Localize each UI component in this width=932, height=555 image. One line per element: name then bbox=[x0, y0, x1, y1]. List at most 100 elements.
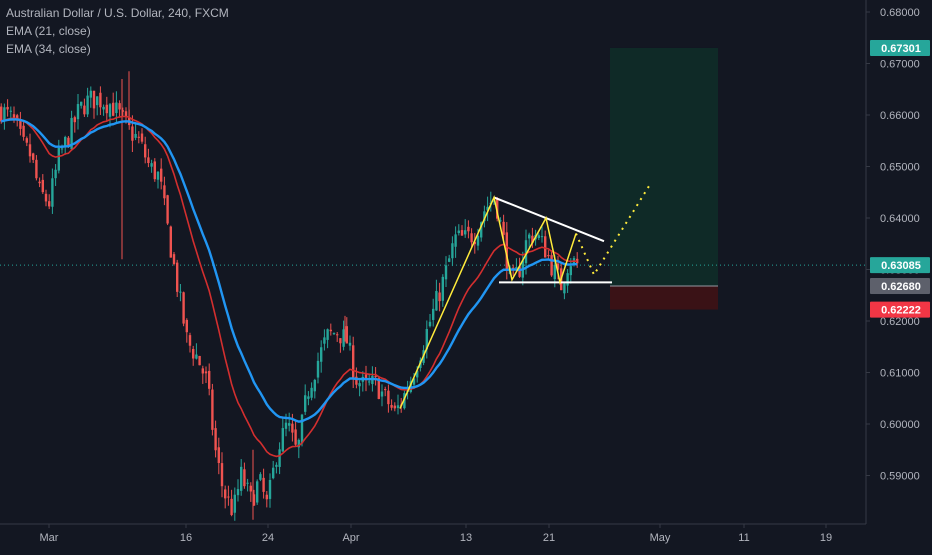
candle-body bbox=[556, 263, 560, 270]
candle-body bbox=[169, 226, 172, 258]
candle-body bbox=[291, 423, 294, 433]
candle-body bbox=[240, 466, 243, 491]
candle-body bbox=[166, 195, 169, 224]
candle-body bbox=[201, 368, 204, 374]
candle-body bbox=[268, 479, 272, 499]
candle-body bbox=[262, 477, 265, 492]
candle-body bbox=[83, 105, 86, 115]
candle-body bbox=[531, 235, 534, 244]
candle-body bbox=[54, 169, 57, 179]
candle-body bbox=[115, 102, 118, 114]
candle-body bbox=[416, 370, 419, 378]
candle-body bbox=[284, 422, 288, 429]
chart-legend: Australian Dollar / U.S. Dollar, 240, FX… bbox=[6, 4, 229, 58]
candle-body bbox=[505, 232, 508, 271]
y-tick-label: 0.65000 bbox=[880, 162, 920, 174]
candle-body bbox=[480, 222, 483, 238]
x-tick-label: 11 bbox=[738, 532, 749, 544]
y-tick-label: 0.61000 bbox=[880, 368, 920, 380]
candle-body bbox=[208, 370, 211, 389]
candle-body bbox=[368, 381, 371, 383]
candle-body bbox=[32, 153, 35, 160]
candle-body bbox=[320, 347, 323, 362]
candle-body bbox=[188, 335, 192, 346]
candle-body bbox=[288, 423, 291, 426]
candle-body bbox=[281, 428, 284, 452]
current-price-label-bg bbox=[870, 257, 930, 274]
position-zones bbox=[610, 47, 718, 310]
candle-body bbox=[515, 267, 518, 269]
candle-body bbox=[57, 147, 60, 171]
candle-body bbox=[38, 181, 41, 184]
candle-body bbox=[537, 235, 540, 238]
candlesticks bbox=[0, 71, 579, 521]
candle-body bbox=[355, 376, 358, 385]
candle-body bbox=[464, 230, 467, 235]
candle-body bbox=[457, 230, 460, 233]
candle-body bbox=[9, 110, 12, 112]
candle-body bbox=[64, 137, 67, 146]
candle-body bbox=[214, 428, 217, 451]
candle-body bbox=[227, 496, 230, 498]
candle-body bbox=[540, 236, 544, 238]
candle-body bbox=[105, 104, 108, 114]
candle-body bbox=[297, 439, 300, 448]
candle-body bbox=[307, 396, 310, 399]
candle-body bbox=[339, 338, 342, 344]
candle-body bbox=[233, 494, 236, 513]
candle-body bbox=[99, 92, 102, 108]
candle-body bbox=[486, 206, 489, 211]
candle-body bbox=[246, 482, 249, 484]
candle-body bbox=[563, 283, 566, 294]
candle-body bbox=[243, 469, 246, 487]
candle-body bbox=[44, 193, 48, 202]
candle-body bbox=[67, 137, 70, 148]
time-axis-bg bbox=[0, 524, 932, 550]
ema34-legend: EMA (34, close) bbox=[6, 42, 91, 56]
candle-body bbox=[153, 161, 156, 180]
candle-body bbox=[294, 429, 297, 445]
stop-price-label-bg bbox=[870, 301, 930, 318]
y-tick-label: 0.59000 bbox=[880, 471, 920, 483]
candle-body bbox=[313, 379, 316, 392]
candle-body bbox=[3, 107, 6, 122]
candle-body bbox=[265, 494, 268, 500]
candle-body bbox=[396, 405, 400, 408]
candle-body bbox=[499, 220, 502, 222]
candle-body bbox=[483, 211, 486, 222]
candle-body bbox=[192, 348, 195, 359]
candle-body bbox=[502, 221, 505, 235]
axis-corner bbox=[866, 524, 932, 550]
current-price-label: 0.63085 bbox=[881, 260, 921, 272]
candle-body bbox=[182, 292, 185, 324]
candle-body bbox=[332, 333, 336, 335]
candle-body bbox=[89, 90, 92, 98]
price-axis-bg bbox=[866, 0, 932, 550]
pattern-drawings bbox=[399, 183, 651, 409]
target-zone bbox=[610, 47, 718, 286]
projection-line bbox=[575, 183, 651, 277]
candle-body bbox=[28, 144, 32, 157]
candle-body bbox=[358, 383, 361, 387]
candle-body bbox=[524, 240, 528, 264]
candle-body bbox=[454, 234, 457, 247]
candle-body bbox=[163, 185, 166, 199]
candle-body bbox=[249, 485, 252, 492]
candle-body bbox=[377, 378, 380, 399]
candle-body bbox=[150, 163, 153, 167]
candle-body bbox=[134, 133, 137, 138]
ema21-line bbox=[0, 115, 578, 458]
candle-body bbox=[70, 117, 73, 150]
x-tick-label: Mar bbox=[40, 532, 59, 544]
candle-body bbox=[204, 371, 208, 374]
candle-body bbox=[92, 90, 96, 109]
y-tick-label: 0.67000 bbox=[880, 59, 920, 71]
candle-body bbox=[336, 334, 339, 336]
candle-body bbox=[217, 447, 220, 463]
candle-body bbox=[73, 117, 76, 123]
candle-body bbox=[412, 378, 416, 385]
candle-body bbox=[121, 110, 124, 112]
candle-body bbox=[35, 159, 38, 179]
